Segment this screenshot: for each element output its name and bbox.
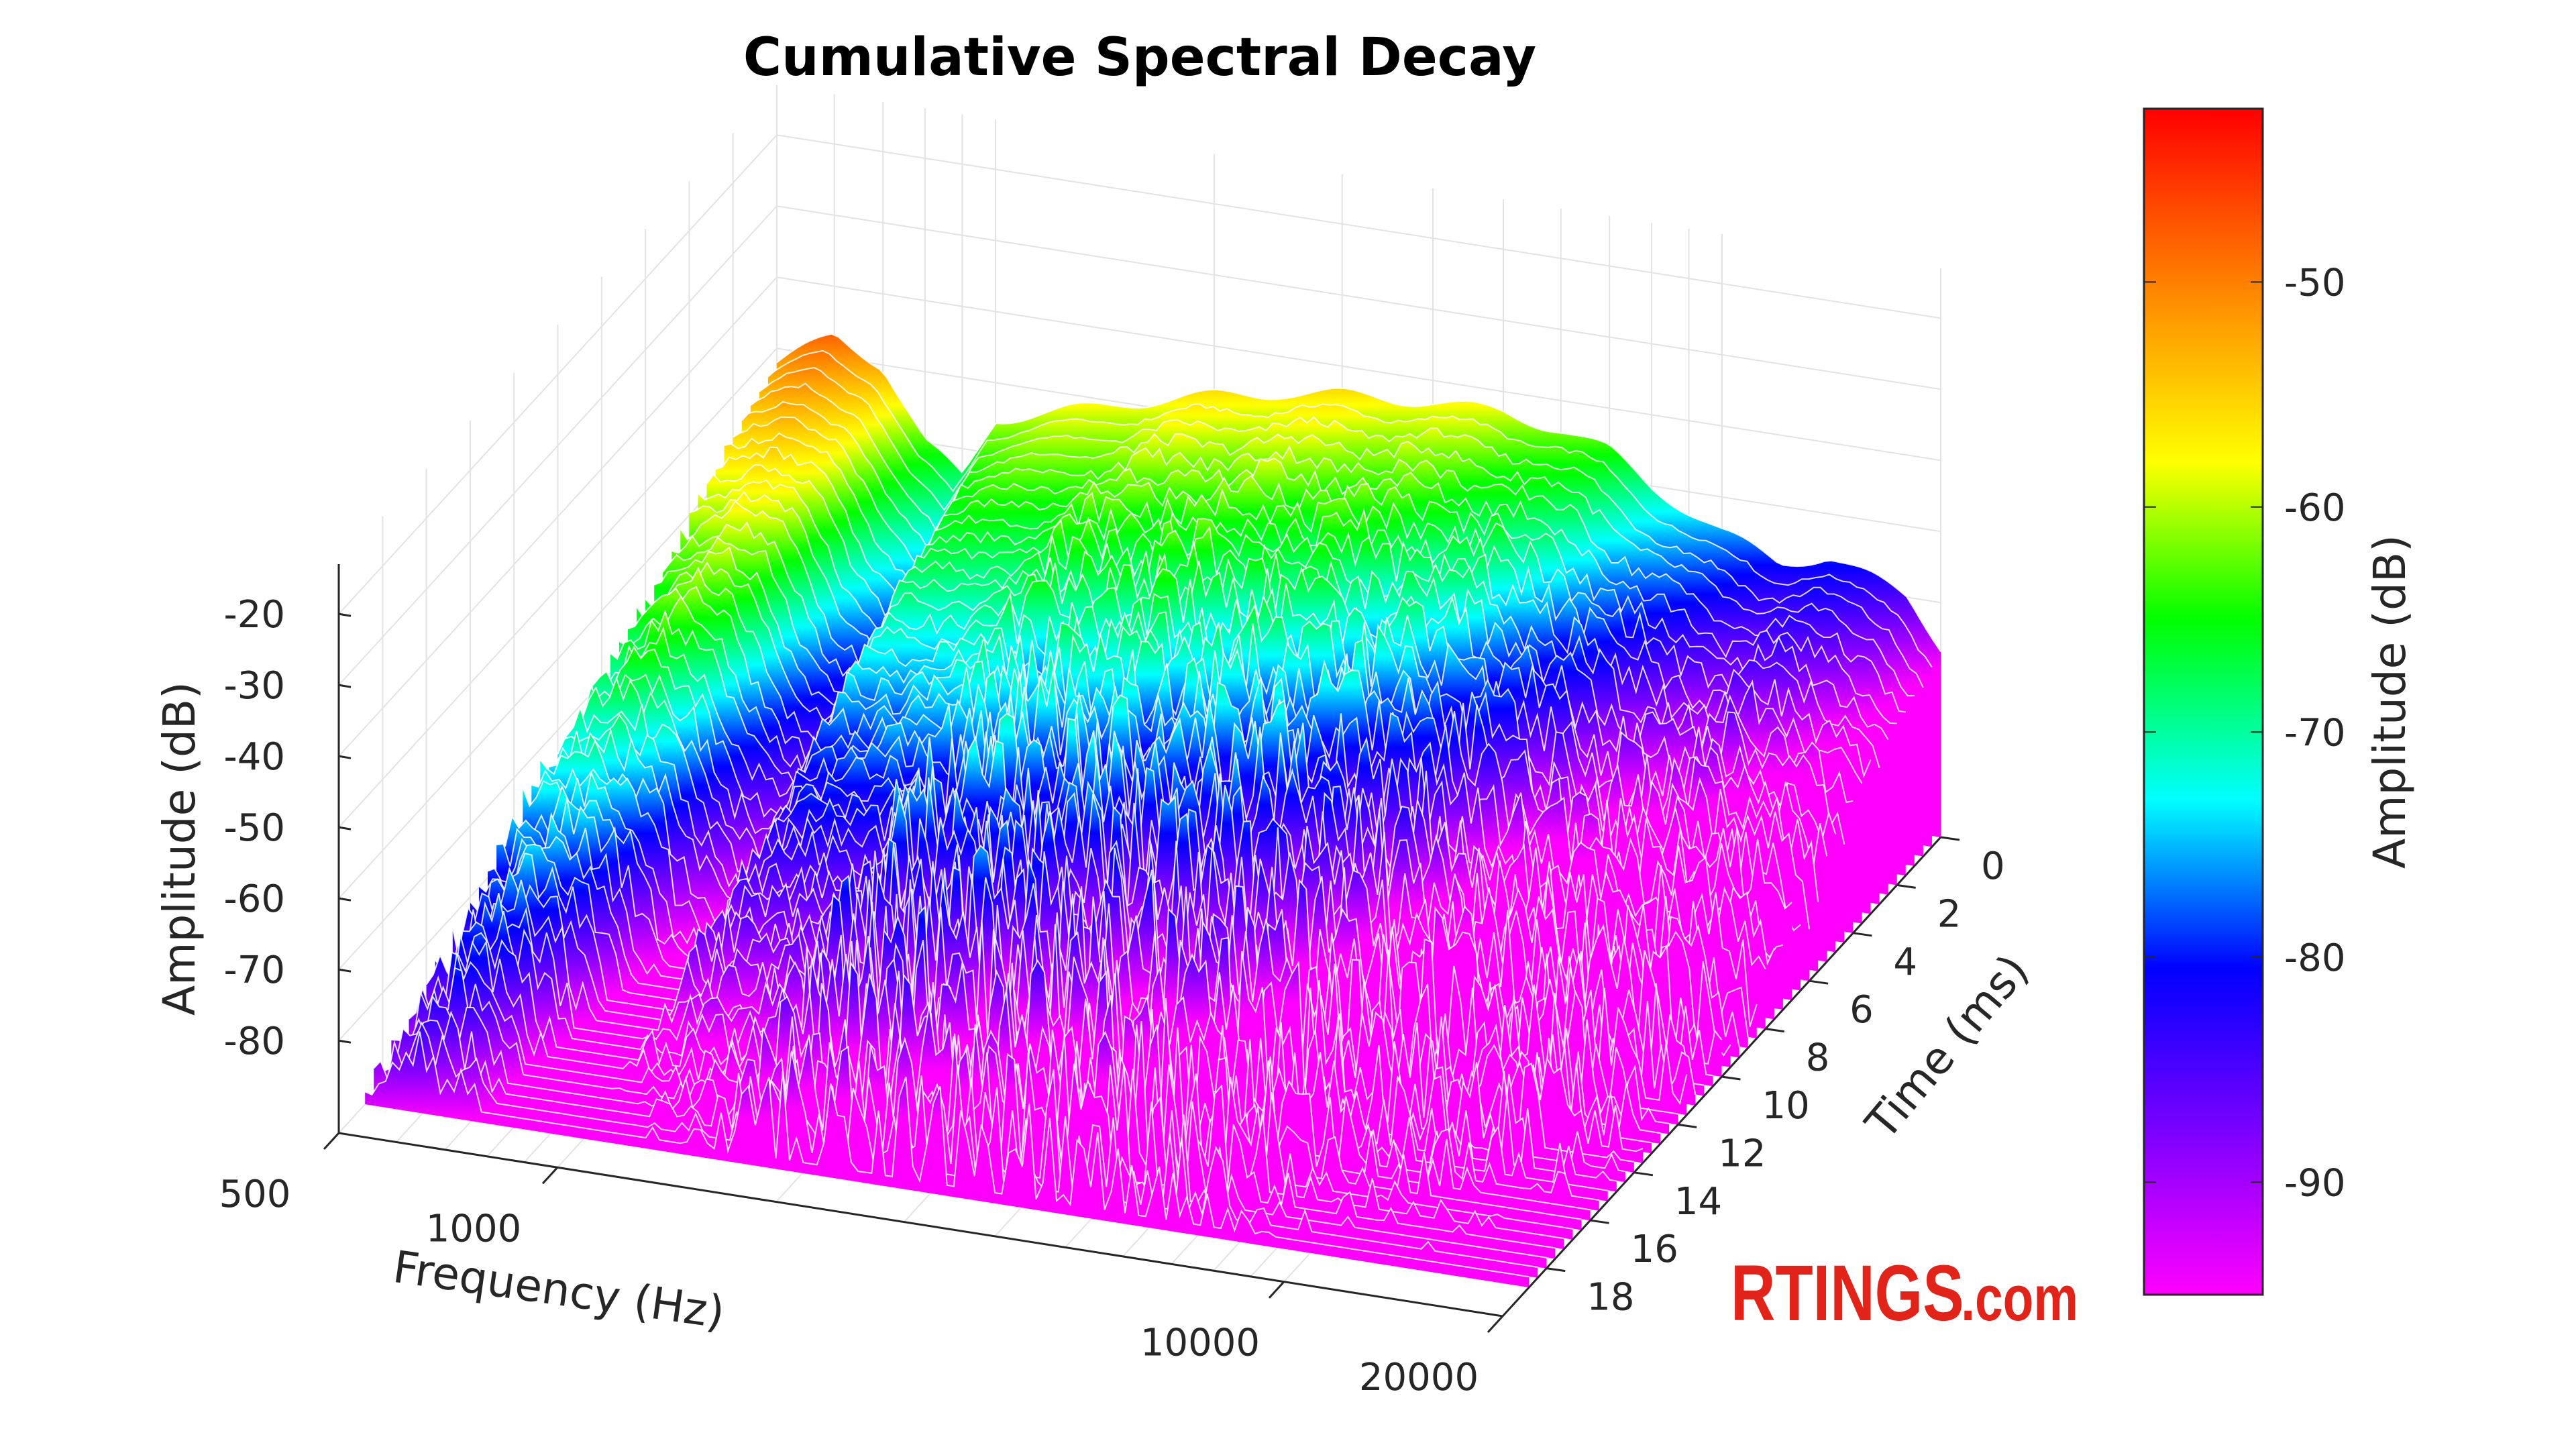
colorbar: -50 -60 -70 -80 -90 (2143, 107, 2345, 1296)
waterfall-surface (364, 333, 1941, 1288)
y-tick (1896, 883, 1916, 889)
colorbar-tick-label: -90 (2284, 1161, 2345, 1205)
rtings-logo: RTINGS .com (1731, 1249, 2078, 1338)
z-tick (338, 968, 352, 973)
surface-slice-edge (443, 892, 1608, 1191)
surface-slice-edge (759, 367, 1924, 688)
z-tick (338, 684, 352, 688)
colorbar-tick-label: -80 (2284, 936, 2345, 980)
x-tick-label: 500 (219, 1173, 291, 1216)
grid-line (776, 205, 1941, 390)
surface-slice-edge (776, 333, 1941, 652)
x-tick (1268, 1281, 1285, 1299)
y-tick (1853, 932, 1872, 937)
y-tick-label: 14 (1674, 1180, 1722, 1224)
z-tick-label: -70 (224, 949, 285, 992)
y-tick-label: 18 (1587, 1276, 1634, 1320)
x-axis-line (338, 1132, 1503, 1318)
y-tick (1765, 1028, 1785, 1033)
y-tick (1677, 1123, 1697, 1128)
colorbar-label: Amplitude (dB) (2364, 535, 2416, 869)
z-tick (338, 1039, 352, 1044)
z-tick-label: -80 (224, 1020, 285, 1063)
surface-slice (374, 1023, 1538, 1278)
y-tick (1590, 1219, 1609, 1224)
y-tick-label: 12 (1718, 1132, 1766, 1175)
surface-slice-edge (767, 350, 1933, 668)
surface-slice-edge (408, 952, 1573, 1230)
z-tick-label: -40 (224, 735, 285, 779)
surface-slice-edge (417, 940, 1582, 1220)
surface-slice-edge (364, 1031, 1529, 1278)
y-tick-label: 0 (1981, 845, 2005, 888)
z-tick-label: -60 (224, 877, 285, 921)
y-tick (1633, 1171, 1654, 1177)
y-tick-label: 2 (1937, 892, 1962, 936)
x-tick (1487, 1315, 1504, 1334)
surface-slice (382, 1012, 1547, 1269)
x-tick-label: 1000 (426, 1207, 522, 1250)
z-tick-label: -30 (224, 664, 285, 708)
x-tick-label: 20000 (1359, 1356, 1479, 1399)
y-tick-label: 6 (1849, 988, 1874, 1032)
logo-suffix: .com (1961, 1263, 2078, 1334)
x-tick-label: 10000 (1140, 1322, 1260, 1365)
z-tick (338, 897, 352, 902)
y-tick-label: 8 (1806, 1036, 1830, 1080)
x-tick (323, 1132, 340, 1150)
y-tick-label: 10 (1762, 1084, 1810, 1128)
x-tick (541, 1167, 559, 1185)
y-tick (1809, 979, 1829, 985)
y-tick-label: 4 (1893, 941, 1917, 984)
colorbar-tick-label: -70 (2284, 711, 2345, 755)
chart-title: Cumulative Spectral Decay (743, 28, 1536, 88)
axes: -20 -30 -40 -50 -60 -70 -80 500 1000 10000 20000 02… (219, 564, 2005, 1399)
y-axis-label: Time (ms) (1856, 945, 2039, 1149)
z-tick-label: -50 (224, 806, 285, 850)
z-axis-label: Amplitude (dB) (154, 682, 205, 1016)
colorbar-tick-label: -60 (2284, 486, 2345, 530)
surface-slice (365, 1031, 1529, 1288)
y-tick-label: 16 (1631, 1228, 1678, 1271)
grid-line (776, 276, 1941, 462)
surface-slice-edge (425, 932, 1591, 1211)
z-tick (338, 826, 352, 830)
z-tick (338, 612, 352, 617)
z-tick (338, 755, 352, 759)
grid-line (776, 134, 1941, 319)
x-axis-label: Frequency (Hz) (390, 1241, 728, 1339)
z-tick-label: -20 (224, 593, 285, 637)
y-tick (1546, 1267, 1566, 1273)
y-tick (1940, 836, 1960, 841)
colorbar-tick-label: -50 (2284, 261, 2345, 305)
logo-brand: RTINGS (1731, 1249, 1964, 1338)
y-tick (1721, 1075, 1741, 1081)
colorbar-gradient (2143, 107, 2264, 1296)
surface-slice-edge (451, 879, 1617, 1182)
